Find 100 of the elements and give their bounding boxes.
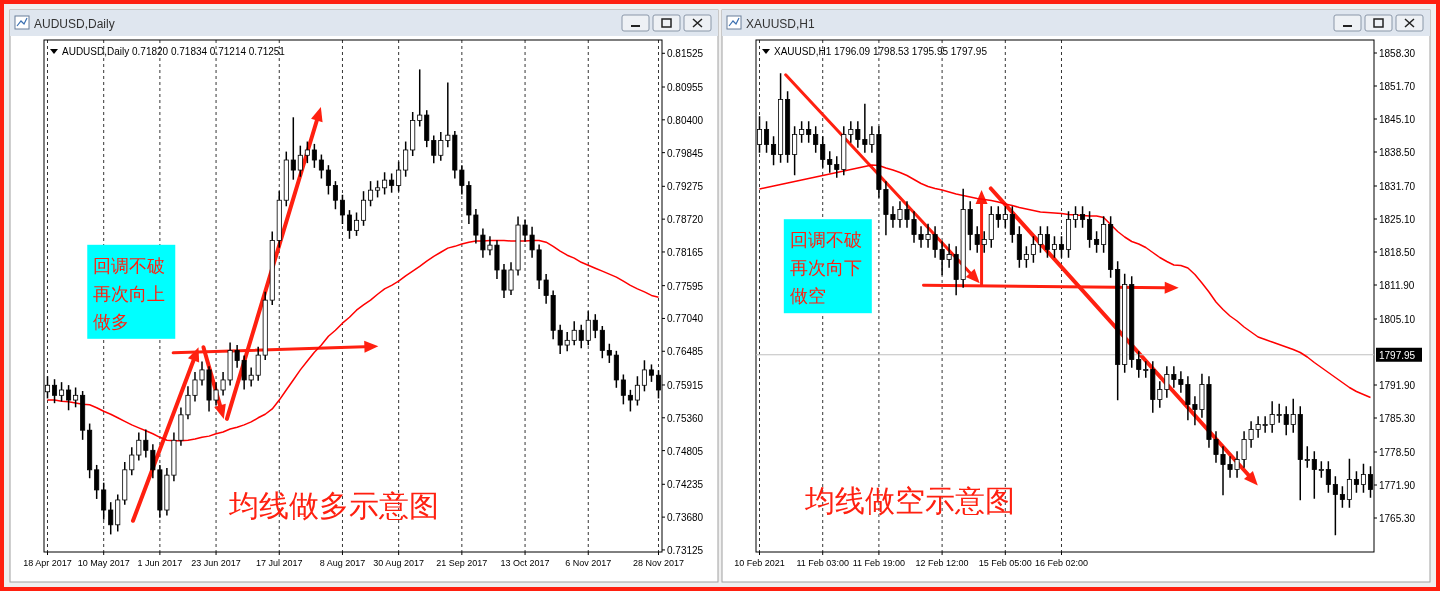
y-tick-label: 1811.90 — [1379, 280, 1415, 291]
candlestick — [634, 376, 640, 406]
candlestick — [1353, 471, 1359, 493]
candlestick — [1346, 458, 1352, 508]
candlestick — [290, 117, 296, 180]
candlestick — [799, 121, 805, 143]
chart-title: XAUUSD,H1 — [746, 17, 816, 31]
y-tick-label: 1845.10 — [1379, 114, 1416, 125]
candlestick — [1304, 446, 1310, 468]
y-tick-label: 1805.10 — [1379, 314, 1416, 325]
candlestick — [318, 154, 324, 179]
annotation: 回调不破再次向上做多 — [93, 255, 166, 332]
candlestick — [1332, 476, 1338, 536]
ref-line-label: 1797.95 — [1379, 349, 1416, 361]
y-tick-label: 1858.30 — [1379, 48, 1416, 59]
x-tick-label: 11 Feb 19:00 — [852, 558, 906, 568]
x-tick-label: 30 Aug 2017 — [373, 558, 424, 568]
candlestick — [94, 464, 100, 499]
candlestick — [592, 314, 598, 339]
candlestick — [1009, 206, 1015, 243]
candlestick — [346, 210, 352, 239]
candlestick — [73, 387, 79, 408]
candlestick — [361, 191, 367, 226]
y-tick-label: 1851.70 — [1379, 81, 1416, 92]
x-tick-label: 10 Feb 2021 — [734, 558, 785, 568]
y-tick-label: 0.80400 — [667, 114, 704, 126]
candlestick — [806, 121, 812, 143]
candlestick — [304, 141, 310, 164]
candlestick — [311, 143, 317, 168]
x-tick-label: 17 Jul 2017 — [255, 558, 303, 568]
candlestick — [627, 389, 633, 412]
candlestick — [332, 181, 338, 210]
candlestick — [108, 502, 114, 535]
candlestick — [1080, 206, 1086, 228]
candlestick — [66, 385, 72, 411]
y-tick-label: 0.80955 — [667, 82, 704, 93]
x-tick-label: 15 Feb 05:00 — [978, 558, 1032, 568]
x-tick-label: 11 Feb 03:00 — [796, 558, 849, 568]
candlestick — [382, 172, 388, 195]
y-tick-label: 1778.50 — [1379, 447, 1416, 458]
y-tick-label: 0.78720 — [667, 214, 704, 226]
candlestick — [1051, 236, 1057, 258]
y-tick-label: 0.78165 — [667, 246, 704, 258]
x-tick-label: 8 Aug 2017 — [319, 558, 366, 568]
candlestick — [641, 360, 647, 392]
chart-title: AUDUSD,Daily — [34, 17, 115, 31]
x-tick-label: 6 Nov 2017 — [565, 558, 612, 568]
y-tick-label: 0.73125 — [667, 544, 704, 556]
candlestick — [792, 126, 798, 176]
candlestick — [52, 379, 58, 404]
y-tick-label: 1791.90 — [1379, 380, 1416, 391]
annotation: 均线做多示意图 — [228, 488, 440, 524]
y-tick-label: 1831.70 — [1379, 181, 1416, 192]
x-tick-label: 1 Jun 2017 — [137, 558, 183, 568]
text: XAUUSD,H1 1796.09 1798.53 1795.95 1797.95 — [774, 46, 988, 57]
y-tick-label: 0.79275 — [667, 181, 704, 193]
y-tick-label: 0.73680 — [667, 512, 704, 524]
annotation: 回调不破再次向下做空 — [789, 230, 862, 307]
candlestick — [1087, 211, 1093, 248]
y-tick-label: 0.77040 — [667, 313, 704, 325]
candlestick — [1101, 216, 1107, 253]
candlestick — [368, 181, 374, 207]
x-tick-label: 10 May 2017 — [77, 558, 130, 568]
candlestick — [764, 121, 770, 153]
candlestick — [1037, 226, 1043, 253]
candlestick — [1360, 463, 1366, 493]
y-tick-label: 1785.30 — [1379, 413, 1416, 424]
y-tick-label: 1765.30 — [1379, 513, 1416, 524]
x-tick-label: 16 Feb 02:00 — [1034, 558, 1089, 568]
x-tick-label: 21 Sep 2017 — [436, 558, 488, 568]
annotation: 均线做空示意图 — [804, 483, 1016, 519]
candlestick — [1023, 246, 1029, 268]
candlestick — [339, 194, 345, 225]
candlestick — [417, 69, 423, 127]
y-tick-label: 0.74805 — [667, 445, 704, 457]
y-tick-label: 0.79845 — [667, 147, 704, 159]
candlestick — [1073, 206, 1079, 228]
y-tick-label: 0.74235 — [667, 479, 704, 491]
candlestick — [325, 165, 331, 195]
y-tick-label: 1771.90 — [1379, 480, 1416, 491]
candlestick — [599, 325, 605, 359]
y-tick-label: 1838.50 — [1379, 147, 1416, 158]
candlestick — [1311, 451, 1317, 499]
candlestick — [1030, 236, 1036, 263]
candlestick — [620, 374, 626, 405]
candlestick — [1339, 486, 1345, 508]
candlestick — [771, 136, 777, 166]
candlestick — [403, 141, 409, 177]
x-tick-label: 28 Nov 2017 — [632, 558, 685, 568]
candlestick — [297, 145, 303, 177]
candlestick — [1094, 231, 1100, 253]
y-tick-label: 0.81525 — [667, 48, 704, 60]
x-tick-label: 18 Apr 2017 — [23, 558, 72, 568]
candlestick — [354, 212, 360, 236]
y-tick-label: 0.76485 — [667, 346, 704, 358]
candlestick — [1325, 461, 1331, 493]
candlestick — [813, 126, 819, 153]
y-tick-label: 0.75915 — [667, 379, 704, 391]
x-tick-label: 23 Jun 2017 — [191, 558, 241, 568]
candlestick — [995, 206, 1001, 228]
